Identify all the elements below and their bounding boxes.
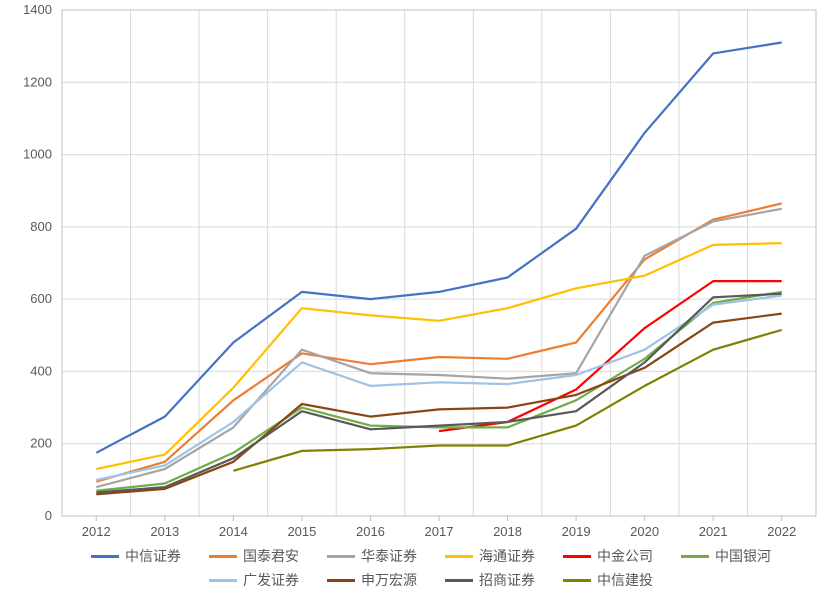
legend-item: 海通证券 (445, 546, 535, 566)
legend-label: 中信证券 (125, 546, 181, 566)
svg-text:2018: 2018 (493, 524, 522, 539)
legend-item: 广发证券 (209, 570, 299, 590)
svg-text:800: 800 (30, 219, 52, 234)
chart-legend: 中信证券 国泰君安 华泰证券 海通证券 中金公司 中国银河广发证券 申万宏源 招商证券 中信建投 (0, 540, 832, 600)
legend-swatch (681, 555, 709, 558)
legend-label: 广发证券 (243, 570, 299, 590)
legend-label: 中金公司 (597, 546, 653, 566)
legend-swatch (327, 555, 355, 558)
series-line (233, 330, 781, 471)
line-chart: 0 200 400 600 800 1000 1200 1400 2012 2013 2014 201… (0, 0, 832, 594)
legend-label: 海通证券 (479, 546, 535, 566)
legend-label: 申万宏源 (361, 570, 417, 590)
legend-item: 中信证券 (91, 546, 181, 566)
svg-text:600: 600 (30, 291, 52, 306)
legend-swatch (209, 579, 237, 582)
svg-text:0: 0 (45, 508, 52, 523)
legend-swatch (563, 555, 591, 558)
svg-text:200: 200 (30, 436, 52, 451)
legend-label: 中信建投 (597, 570, 653, 590)
svg-text:2015: 2015 (287, 524, 316, 539)
legend-item: 中信建投 (563, 570, 653, 590)
svg-text:2013: 2013 (150, 524, 179, 539)
legend-swatch (445, 555, 473, 558)
legend-swatch (563, 579, 591, 582)
svg-text:1400: 1400 (23, 2, 52, 17)
legend-item: 招商证券 (445, 570, 535, 590)
svg-text:2021: 2021 (699, 524, 728, 539)
legend-swatch (209, 555, 237, 558)
legend-label: 招商证券 (479, 570, 535, 590)
legend-item: 中国银河 (681, 546, 771, 566)
legend-item: 华泰证券 (327, 546, 417, 566)
svg-text:2022: 2022 (767, 524, 796, 539)
legend-swatch (445, 579, 473, 582)
svg-text:2016: 2016 (356, 524, 385, 539)
legend-swatch (91, 555, 119, 558)
svg-text:2014: 2014 (219, 524, 248, 539)
legend-item: 申万宏源 (327, 570, 417, 590)
legend-label: 中国银河 (715, 546, 771, 566)
svg-text:400: 400 (30, 363, 52, 378)
legend-swatch (327, 579, 355, 582)
svg-text:2012: 2012 (82, 524, 111, 539)
svg-text:1200: 1200 (23, 74, 52, 89)
svg-text:2017: 2017 (425, 524, 454, 539)
svg-text:2019: 2019 (562, 524, 591, 539)
legend-item: 国泰君安 (209, 546, 299, 566)
legend-label: 华泰证券 (361, 546, 417, 566)
svg-text:1000: 1000 (23, 147, 52, 162)
legend-item: 中金公司 (563, 546, 653, 566)
svg-text:2020: 2020 (630, 524, 659, 539)
legend-label: 国泰君安 (243, 546, 299, 566)
chart-svg: 0 200 400 600 800 1000 1200 1400 2012 2013 2014 201… (0, 0, 832, 540)
